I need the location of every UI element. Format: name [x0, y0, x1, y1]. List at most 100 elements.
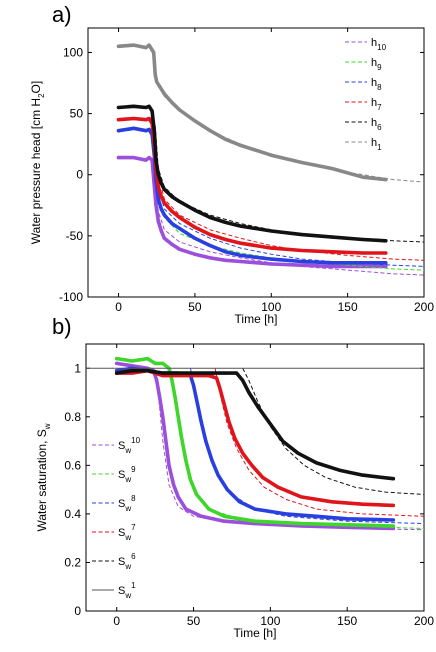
series-6-measured-point — [235, 371, 239, 375]
series-8-measured-point — [300, 259, 304, 264]
series-1-measured-point — [384, 178, 388, 182]
legend-label: Sw6 — [118, 552, 136, 571]
series-6-measured-point — [330, 235, 334, 239]
x-tick-label: 100 — [260, 614, 280, 628]
series-8-measured-point — [330, 261, 334, 265]
series-8-measured-point — [269, 257, 273, 261]
series-9-measured-point — [184, 458, 188, 463]
series-6-measured-point — [154, 158, 158, 162]
series-8-measured-point — [216, 473, 220, 477]
x-tick-label: 100 — [261, 300, 281, 314]
series-8-measured-point — [156, 197, 160, 201]
series-6-measured-point — [337, 468, 342, 472]
legend-label: h9 — [371, 57, 382, 72]
series-1-measured-point — [155, 80, 159, 84]
series-10-measured-point — [115, 361, 119, 365]
series-10-measured-point — [239, 259, 243, 264]
series-7-measured-point — [276, 485, 280, 489]
series-10-measured-point — [208, 256, 212, 260]
series-9-measured-point — [145, 357, 150, 361]
x-tick-label: 0 — [113, 614, 120, 628]
series-8-measured-point — [147, 127, 151, 132]
series-8-measured-point — [253, 507, 257, 511]
series-1-measured-point — [269, 153, 273, 157]
series-6-measured-point — [384, 239, 388, 243]
series-8-measured-point — [384, 261, 388, 265]
series-6-measured-point — [159, 181, 163, 185]
series-6-measured-point — [223, 220, 228, 224]
series-7-simulated-line — [154, 131, 424, 261]
series-7-measured-point — [391, 503, 395, 507]
series-10-measured-point — [144, 158, 148, 162]
legend-label: h7 — [371, 97, 382, 112]
series-8-measured-point — [361, 261, 365, 265]
series-6-measured-point — [176, 371, 180, 375]
series-1-measured-point — [178, 108, 182, 112]
series-10-measured-point — [184, 507, 188, 511]
series-7-measured-point — [170, 209, 174, 213]
series-10-measured-point — [167, 463, 171, 467]
y-axis-label: Water saturation, Sw — [35, 423, 52, 531]
x-axis-label: Time [h] — [235, 312, 278, 326]
series-6-measured-point — [247, 390, 251, 395]
series-6-measured-point — [193, 208, 197, 212]
series-7-measured-point — [116, 118, 121, 122]
series-6-measured-point — [241, 378, 245, 382]
series-6-measured-point — [300, 233, 304, 237]
series-1-measured-point — [132, 43, 136, 47]
series-1-measured-point — [193, 119, 197, 123]
y-tick-label: -50 — [66, 229, 84, 243]
series-9-measured-point — [222, 514, 226, 518]
series-10-measured-point — [223, 258, 228, 262]
series-9-measured-point — [130, 359, 134, 363]
legend-label: Sw7 — [118, 523, 136, 542]
series-1-measured-point — [300, 160, 304, 165]
series-10-measured-point — [172, 483, 176, 487]
series-7-measured-point — [227, 420, 231, 424]
series-1-measured-point — [223, 137, 228, 141]
x-tick-label: 0 — [115, 300, 122, 314]
x-tick-label: 50 — [187, 614, 201, 628]
series-6-measured-point — [268, 422, 272, 426]
series-10-measured-point — [384, 264, 388, 268]
series-1-measured-point — [170, 101, 174, 105]
legend-label: Sw9 — [118, 465, 136, 484]
series-8-measured-point — [284, 512, 288, 516]
series-7-measured-point — [384, 251, 388, 255]
series-8-measured-point — [116, 129, 121, 133]
y-tick-label: -100 — [59, 290, 83, 304]
series-6-measured-point — [208, 215, 212, 220]
series-10-measured-point — [361, 264, 365, 268]
series-10-simulated-line — [154, 174, 424, 276]
series-9-measured-point — [179, 434, 183, 438]
series-1-simulated-line — [154, 76, 424, 183]
series-6-measured-point — [178, 200, 182, 204]
series-10-measured-point — [147, 156, 151, 160]
series-1-measured-point — [150, 48, 154, 52]
series-9-measured-point — [170, 378, 174, 382]
series-6-measured-point — [269, 229, 273, 233]
series-10-measured-point — [164, 439, 168, 443]
series-6-measured-point — [156, 173, 160, 177]
series-10-measured-point — [269, 262, 273, 266]
series-9-measured-point — [173, 395, 177, 399]
legend-label: h1 — [371, 137, 382, 152]
series-7-measured-point — [261, 475, 265, 480]
plot-frame — [85, 343, 425, 612]
series-7-measured-point — [361, 251, 365, 255]
series-1-measured-point — [144, 46, 148, 50]
series-1-measured-point — [153, 72, 157, 77]
series-6-measured-point — [314, 461, 319, 465]
series-9-measured-point — [207, 507, 211, 511]
series-1-measured-point — [147, 43, 151, 47]
series-8-measured-point — [239, 253, 243, 257]
series-9-measured-point — [115, 357, 119, 361]
series-6-measured-point — [207, 371, 211, 375]
series-10-measured-point — [330, 264, 334, 268]
series-10-measured-point — [193, 252, 197, 256]
series-9-measured-point — [299, 522, 303, 526]
series-8-measured-point — [191, 383, 196, 387]
series-10-measured-point — [156, 219, 160, 223]
series-7-measured-point — [215, 376, 219, 380]
